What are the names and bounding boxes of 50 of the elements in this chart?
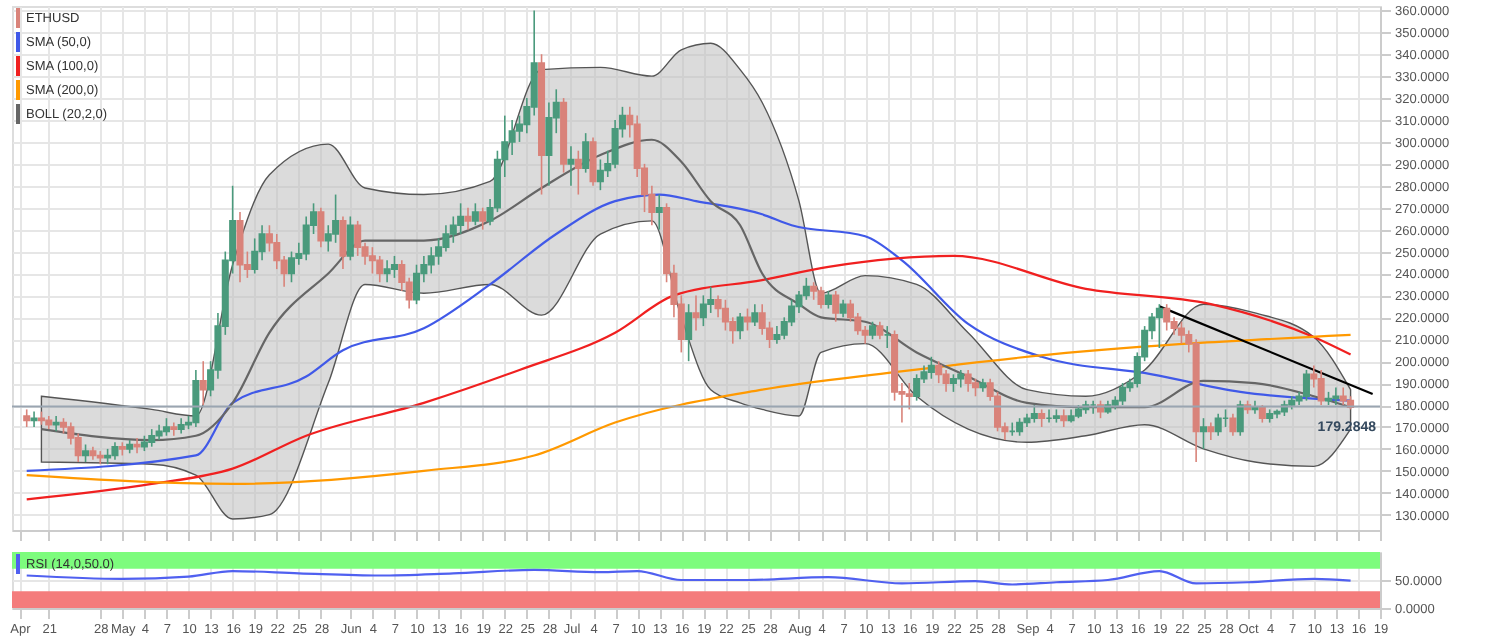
candlestick bbox=[736, 312, 744, 341]
candlestick bbox=[354, 220, 362, 257]
candlestick bbox=[412, 263, 421, 305]
candlestick bbox=[743, 307, 752, 332]
candlestick bbox=[427, 246, 435, 275]
candlestick bbox=[236, 211, 244, 284]
candlestick bbox=[964, 369, 972, 393]
candlestick bbox=[935, 360, 943, 384]
candlestick bbox=[751, 303, 759, 327]
line-series bbox=[25, 568, 1352, 586]
candlestick bbox=[464, 206, 472, 231]
candlestick bbox=[1177, 320, 1185, 345]
candlestick bbox=[942, 369, 950, 393]
candlestick bbox=[471, 202, 479, 227]
candlestick bbox=[199, 360, 207, 406]
candlestick bbox=[832, 290, 840, 323]
candlestick bbox=[567, 145, 575, 187]
candlestick bbox=[596, 158, 604, 191]
candlestick bbox=[376, 255, 384, 284]
candlestick bbox=[927, 355, 935, 380]
candlestick bbox=[655, 193, 663, 231]
candlestick bbox=[368, 246, 376, 275]
candlestick bbox=[817, 285, 825, 310]
candlestick bbox=[287, 250, 296, 284]
candlestick bbox=[339, 215, 347, 270]
candlestick bbox=[1229, 413, 1237, 437]
candlestick bbox=[457, 202, 465, 235]
candlestick bbox=[1332, 386, 1340, 406]
candlestick bbox=[390, 255, 398, 279]
candlestick bbox=[383, 259, 391, 284]
candlestick bbox=[1236, 399, 1244, 437]
candlestick bbox=[332, 193, 340, 244]
candlestick bbox=[692, 294, 700, 332]
candlestick bbox=[589, 136, 597, 187]
candlestick bbox=[574, 149, 582, 196]
candlestick bbox=[1214, 413, 1222, 437]
candlestick bbox=[192, 369, 200, 428]
candlestick bbox=[1317, 369, 1325, 406]
candlestick bbox=[1155, 303, 1163, 349]
candlestick bbox=[346, 215, 354, 262]
candlestick bbox=[317, 206, 325, 248]
candlestick bbox=[1163, 303, 1171, 332]
candlestick bbox=[1119, 382, 1127, 406]
candlestick bbox=[913, 373, 921, 402]
candlestick bbox=[1302, 369, 1310, 402]
candlestick bbox=[1199, 417, 1208, 450]
candlestick bbox=[685, 303, 693, 362]
candlestick bbox=[699, 294, 707, 327]
candlestick bbox=[479, 206, 487, 231]
candlestick bbox=[582, 132, 590, 174]
